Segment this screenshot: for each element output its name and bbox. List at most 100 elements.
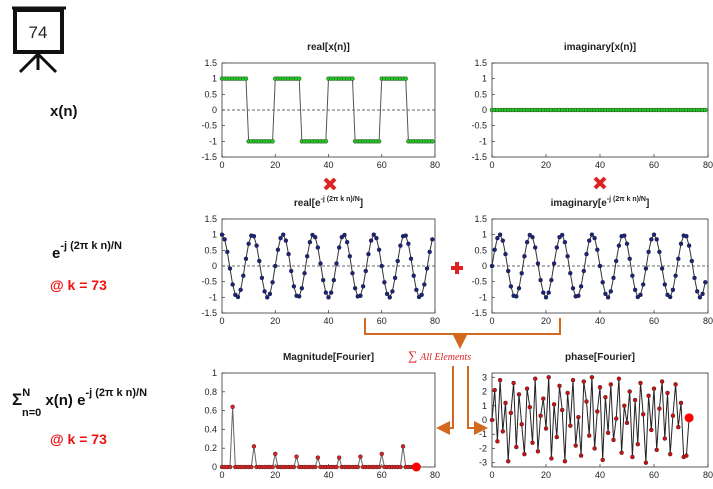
data-point <box>565 254 570 259</box>
sum-symbol: Σ <box>12 390 22 409</box>
data-point <box>406 241 411 246</box>
data-point <box>320 277 326 283</box>
data-point <box>624 420 630 426</box>
plus-sign <box>451 262 463 274</box>
y-tick-label: -1 <box>479 429 487 439</box>
data-line <box>491 377 690 463</box>
y-tick-label: 0 <box>482 105 487 115</box>
frame-number: 74 <box>29 23 48 42</box>
y-tick-label: -1.5 <box>471 308 487 318</box>
data-point <box>649 427 654 433</box>
y-tick-label: 1 <box>482 74 487 84</box>
data-point <box>414 287 419 293</box>
data-point <box>643 266 649 271</box>
data-point <box>632 287 638 293</box>
data-point <box>376 139 382 144</box>
x-tick-label: 80 <box>703 160 713 170</box>
data-point <box>323 290 329 295</box>
data-point <box>549 456 554 461</box>
y-tick-label: 0 <box>212 105 217 115</box>
data-point <box>489 263 495 269</box>
y-tick-label: -1 <box>479 136 487 146</box>
title-text: real[e <box>294 198 321 209</box>
y-tick-label: 1.5 <box>474 58 487 68</box>
data-point <box>387 295 392 300</box>
x-tick-label: 20 <box>541 470 551 480</box>
x-tick-label: 40 <box>595 470 605 480</box>
data-point <box>291 284 297 289</box>
data-point <box>270 464 275 470</box>
plot: real[x(n)]1.510.50-0.5-1-1.50 20 40 60 80 <box>201 42 440 170</box>
data-point <box>557 383 562 389</box>
data-point <box>376 247 382 252</box>
data-point <box>286 251 291 257</box>
data-point <box>597 385 603 390</box>
data-point <box>328 290 334 295</box>
x-tick-label: 80 <box>703 316 713 326</box>
data-point <box>608 382 613 387</box>
data-point <box>576 293 581 298</box>
y-tick-label: -0.5 <box>201 121 217 131</box>
data-point <box>408 256 414 261</box>
data-point <box>614 258 619 264</box>
sum-kernel-sup: -j (2π k n)/N <box>85 387 147 399</box>
plot-frame <box>221 372 436 468</box>
data-point <box>589 232 595 237</box>
y-tick-label: 0.5 <box>204 245 217 255</box>
plot: real[e-j (2π k n)/N]1.510.50-0.5-1-1.50 2… <box>201 196 440 326</box>
data-point <box>492 387 497 393</box>
data-point <box>524 386 530 391</box>
data-point <box>624 241 630 246</box>
data-point <box>592 235 597 241</box>
data-point <box>344 239 350 245</box>
data-point <box>627 256 632 261</box>
data-point <box>570 377 576 383</box>
data-point <box>390 289 395 294</box>
data-point <box>235 294 241 300</box>
plot: imaginary[x(n)]1.510.50-0.5-1-1.50 20 40 60… <box>471 42 713 170</box>
y-tick-label: 1 <box>212 230 217 240</box>
data-point <box>616 243 622 248</box>
data-point <box>227 266 233 271</box>
data-point <box>595 247 600 252</box>
data-point <box>246 241 251 246</box>
data-point <box>600 457 605 463</box>
y-tick-label: 0.8 <box>204 387 217 397</box>
data-point <box>551 261 557 266</box>
data-point <box>530 234 535 240</box>
data-point <box>259 275 265 281</box>
x-tick-label: 40 <box>323 160 333 170</box>
data-point <box>500 429 505 434</box>
data-point <box>646 393 651 398</box>
frame-icon: 74 <box>12 6 66 74</box>
data-point <box>568 423 573 428</box>
data-point <box>273 451 278 457</box>
x-tick-label: 40 <box>323 470 333 480</box>
y-tick-label: -1 <box>209 292 217 302</box>
y-tick-label: 3 <box>482 372 487 382</box>
kernel-label: e-j (2π k n)/N <box>52 240 122 262</box>
data-point <box>368 238 374 243</box>
data-point <box>323 139 329 144</box>
sum-annotation: ∑ All Elements <box>408 348 471 363</box>
x-tick-label: 60 <box>377 160 387 170</box>
data-point <box>291 464 297 470</box>
y-tick-label: -3 <box>479 458 487 468</box>
data-point <box>427 249 432 255</box>
y-tick-label: -1.5 <box>201 308 217 318</box>
data-point <box>689 258 694 264</box>
data-point <box>352 286 358 291</box>
data-point <box>635 442 640 447</box>
data-point <box>638 292 643 298</box>
data-point <box>676 256 681 261</box>
data-point <box>342 232 347 238</box>
plot-title: phase[Fourier] <box>565 352 635 363</box>
data-point <box>651 232 657 237</box>
data-point <box>538 413 543 418</box>
sum-sub: n=0 <box>22 407 41 419</box>
y-tick-label: -2 <box>479 443 487 453</box>
plot-title: imaginary[e-j (2π k n)/N] <box>551 196 650 209</box>
data-point <box>374 235 379 241</box>
data-point <box>249 464 254 470</box>
data-point <box>541 396 546 401</box>
